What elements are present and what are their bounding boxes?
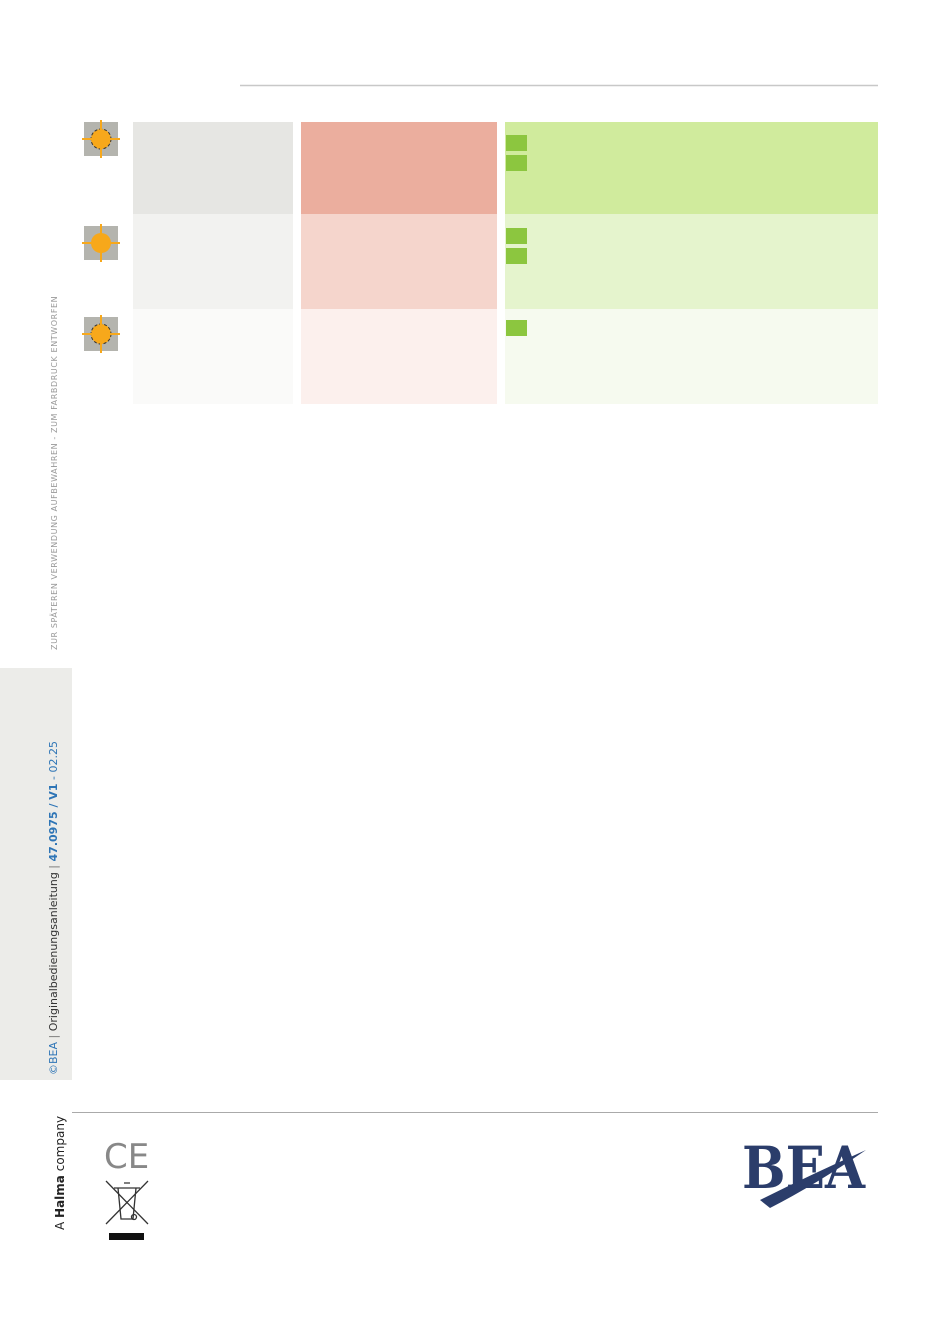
- cell: [505, 309, 878, 404]
- sidebar-panel: [0, 668, 72, 1080]
- side-note: ZUR SPÄTEREN VERWENDUNG AUFBEWAHREN - ZU…: [49, 296, 59, 650]
- status-square: [506, 228, 527, 244]
- weee-bar: [109, 1233, 144, 1240]
- company-prefix: A: [53, 1221, 67, 1230]
- led-icon: [82, 315, 120, 353]
- copyright: ©BEA: [47, 1042, 60, 1075]
- doc-title: Originalbedienungsanleitung: [47, 872, 60, 1031]
- cell: [301, 309, 497, 404]
- cell: [133, 122, 293, 214]
- separator: |: [47, 1035, 60, 1039]
- cell: [301, 122, 497, 214]
- table: [133, 122, 878, 404]
- weee-icon: [105, 1180, 149, 1225]
- doc-info: ©BEA | Originalbedienungsanleitung | 47.…: [47, 741, 60, 1075]
- dash: -: [47, 776, 60, 780]
- company-name: Halma: [53, 1175, 67, 1218]
- led-icon: [82, 120, 120, 158]
- led-icon: [82, 224, 120, 262]
- logo-text: BEA: [742, 1134, 866, 1202]
- status-square: [506, 320, 527, 336]
- status-square: [506, 135, 527, 151]
- cell: [133, 214, 293, 309]
- cell: [505, 122, 878, 214]
- status-square: [506, 155, 527, 171]
- date: 02.25: [47, 741, 60, 773]
- status-square: [506, 248, 527, 264]
- separator: |: [47, 865, 60, 869]
- cell: [301, 214, 497, 309]
- cell: [505, 214, 878, 309]
- bea-logo: BEA: [742, 1134, 866, 1208]
- doc-number: 47.0975 / V1: [47, 784, 60, 862]
- cell: [133, 309, 293, 404]
- company-line: A Halma company: [53, 1116, 67, 1230]
- ce-mark: CE: [104, 1137, 149, 1177]
- company-suffix: company: [53, 1116, 67, 1171]
